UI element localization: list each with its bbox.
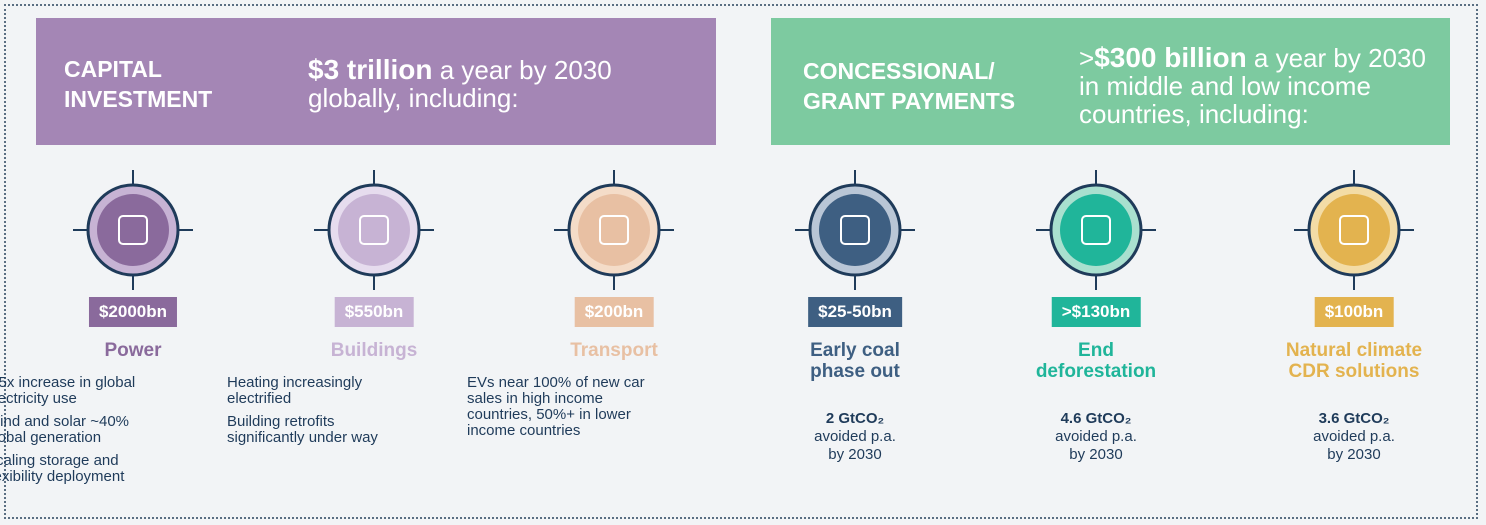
amount: >$130bn: [1051, 297, 1141, 327]
item-title: Buildings: [264, 340, 484, 361]
text-line: by 2030: [1327, 446, 1381, 463]
amount: $2000bn: [88, 297, 178, 327]
headline-bold: $3 trillion: [308, 54, 433, 85]
item-title: Early coal phase out: [745, 340, 965, 382]
label-line: GRANT PAYMENTS: [803, 88, 1016, 114]
icon-core: [819, 194, 891, 266]
headline-bold: $300 billion: [1094, 42, 1247, 73]
grant-header: CONCESSIONAL/GRANT PAYMENTS >$300 billio…: [771, 18, 1450, 145]
amount: $25-50bn: [808, 297, 902, 327]
frame: [4, 4, 1478, 519]
icon-core: [97, 194, 169, 266]
title-line: Transport: [570, 340, 658, 361]
text-line: Building retrofits significantly under w…: [227, 413, 378, 446]
text-line: avoided p.a.: [1055, 428, 1137, 445]
text-line: EVs near 100% of new car sales in high i…: [467, 374, 645, 439]
headline-prefix: >: [1079, 43, 1095, 73]
header-label: CAPITAL INVESTMENT: [64, 54, 212, 114]
item-text: 4.6 GtCO₂ avoided p.a. by 2030: [986, 410, 1206, 464]
title-line: Early coal: [810, 340, 900, 361]
title-line: End: [1078, 340, 1114, 361]
item-title: Natural climate CDR solutions: [1244, 340, 1464, 382]
headline: >$300 billion a year by 2030 in middle a…: [1079, 42, 1439, 129]
icon: [1036, 170, 1156, 290]
item-title: Transport: [504, 340, 724, 361]
item-text: 2 GtCO₂ avoided p.a. by 2030: [745, 410, 965, 464]
text-line: avoided p.a.: [1313, 428, 1395, 445]
text-line: by 2030: [828, 446, 882, 463]
item-text: Heating increasingly electrified Building…: [227, 375, 412, 453]
item-text: EVs near 100% of new car sales in high i…: [467, 375, 652, 446]
text-line: 2 GtCO₂: [825, 410, 885, 427]
label-line: INVESTMENT: [64, 86, 213, 112]
icon-glyph: [1081, 215, 1111, 245]
icon: [554, 170, 674, 290]
text-line: avoided p.a.: [814, 428, 896, 445]
text-line: Scaling storage and flexibility deployme…: [0, 452, 125, 485]
title-line: deforestation: [1035, 361, 1157, 382]
text-line: by 2030: [1069, 446, 1123, 463]
text-line: 1.5x increase in global electricity use: [0, 374, 136, 407]
title-line: CDR solutions: [1288, 361, 1420, 382]
icon-core: [578, 194, 650, 266]
headline-rest: a year by 2030 globally, including:: [308, 55, 612, 113]
capital-header: CAPITAL INVESTMENT $3 trillion a year by …: [36, 18, 716, 145]
icon-glyph: [359, 215, 389, 245]
icon: [314, 170, 434, 290]
icon-core: [1318, 194, 1390, 266]
title-line: Natural climate: [1285, 340, 1423, 361]
title-line: Buildings: [330, 340, 418, 361]
amount: $200bn: [574, 297, 654, 327]
icon: [795, 170, 915, 290]
header-label: CONCESSIONAL/GRANT PAYMENTS: [803, 56, 1015, 116]
text-line: 4.6 GtCO₂: [1060, 410, 1132, 427]
headline: $3 trillion a year by 2030 globally, inc…: [308, 54, 648, 113]
icon-glyph: [118, 215, 148, 245]
headline-rest: a year by 2030 in middle and low income …: [1079, 43, 1426, 129]
icon-glyph: [840, 215, 870, 245]
icon: [73, 170, 193, 290]
item-title: Power: [23, 340, 243, 361]
title-line: phase out: [810, 361, 900, 382]
icon: [1294, 170, 1414, 290]
item-text: 3.6 GtCO₂ avoided p.a. by 2030: [1244, 410, 1464, 464]
item-text: 1.5x increase in global electricity use W…: [0, 375, 171, 492]
amount: $550bn: [334, 297, 414, 327]
item-title: End deforestation: [986, 340, 1206, 382]
text-line: Wind and solar ~40% global generation: [0, 413, 129, 446]
icon-glyph: [1339, 215, 1369, 245]
label-line: CONCESSIONAL/: [803, 58, 995, 84]
amount: $100bn: [1314, 297, 1394, 327]
text-line: Heating increasingly electrified: [227, 374, 363, 407]
icon-glyph: [599, 215, 629, 245]
icon-core: [338, 194, 410, 266]
text-line: 3.6 GtCO₂: [1318, 410, 1390, 427]
title-line: Power: [104, 340, 162, 361]
label-line: CAPITAL: [64, 56, 162, 82]
icon-core: [1060, 194, 1132, 266]
